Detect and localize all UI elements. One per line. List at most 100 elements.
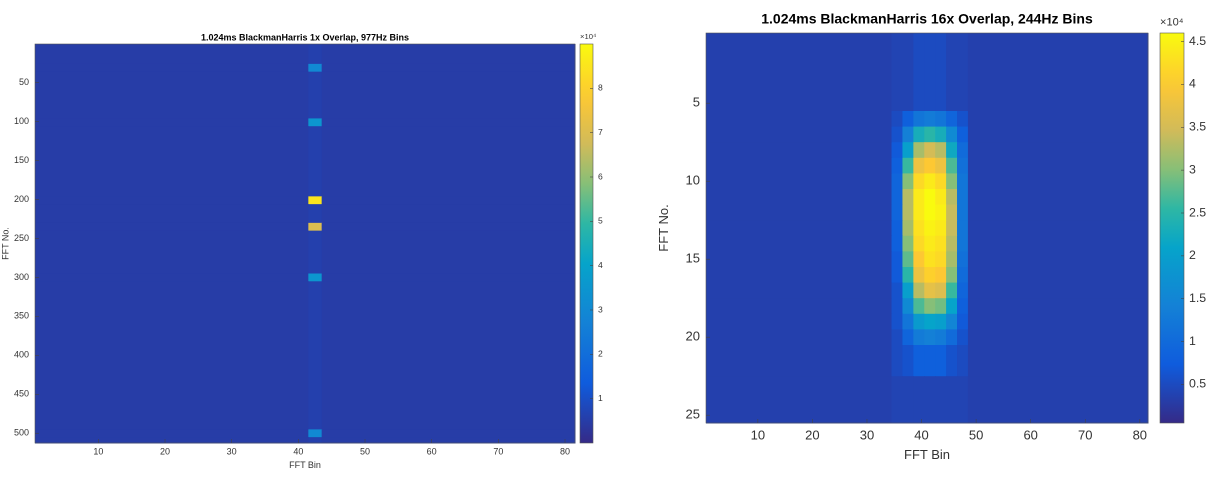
heatmap-cell xyxy=(946,157,958,174)
heatmap-cell xyxy=(891,376,903,424)
heatmap-cell xyxy=(935,251,947,268)
heatmap-cell xyxy=(946,189,958,206)
heatmap-cell xyxy=(321,118,576,127)
heatmap-cell xyxy=(935,235,947,252)
heatmap-cell xyxy=(902,235,914,252)
heatmap-cell xyxy=(706,220,893,237)
heatmap-cell xyxy=(935,298,947,315)
y-tick-label: 150 xyxy=(14,155,29,165)
heatmap-cell xyxy=(891,126,903,143)
heatmap-cell xyxy=(946,126,958,143)
x-axis-label: FFT Bin xyxy=(289,460,321,470)
heatmap-cell xyxy=(35,273,309,282)
heatmap-cell xyxy=(913,251,925,268)
heatmap-cell xyxy=(706,142,893,159)
y-tick-label: 500 xyxy=(14,428,29,438)
heatmap-cell xyxy=(913,142,925,159)
heatmap-cell xyxy=(321,230,576,275)
heatmap-cell xyxy=(902,126,914,143)
heatmap-cell xyxy=(935,220,947,237)
heatmap-cell xyxy=(946,329,958,346)
heatmap-cell xyxy=(913,298,925,315)
heatmap-cell xyxy=(924,376,936,424)
y-tick-label: 10 xyxy=(686,173,700,188)
heatmap-cell xyxy=(957,189,969,206)
y-tick-label: 350 xyxy=(14,311,29,321)
x-tick-label: 70 xyxy=(1078,427,1092,442)
heatmap-cell xyxy=(967,298,1149,315)
chart-title: 1.024ms BlackmanHarris 1x Overlap, 977Hz… xyxy=(201,32,409,42)
heatmap-cell xyxy=(924,267,936,284)
y-tick-label: 250 xyxy=(14,233,29,243)
heatmap-cell xyxy=(913,313,925,330)
heatmap-cell xyxy=(321,204,576,224)
heatmap-cell xyxy=(967,157,1149,174)
heatmap-cell xyxy=(913,345,925,377)
heatmap-cell xyxy=(35,281,309,430)
heatmap-cell xyxy=(957,157,969,174)
heatmap-cell xyxy=(913,235,925,252)
heatmap-cell xyxy=(946,267,958,284)
heatmap-cell xyxy=(891,173,903,190)
colorbar xyxy=(579,43,594,444)
heatmap-cell xyxy=(957,204,969,221)
heatmap-cell xyxy=(935,313,947,330)
heatmap-cell xyxy=(967,173,1149,190)
x-tick-label: 50 xyxy=(360,446,370,456)
heatmap-cell xyxy=(946,33,958,112)
heatmap-cell xyxy=(967,142,1149,159)
colorbar-tick-label: 4 xyxy=(1189,77,1196,91)
heatmap-cell xyxy=(967,329,1149,346)
heatmap-cell xyxy=(957,235,969,252)
x-tick-label: 10 xyxy=(751,427,765,442)
heatmap-cell xyxy=(935,345,947,377)
heatmap-cell xyxy=(891,345,903,377)
heatmap-cell xyxy=(321,196,576,205)
heatmap-cell xyxy=(946,251,958,268)
heatmap-cell xyxy=(321,281,576,430)
chart-title: 1.024ms BlackmanHarris 16x Overlap, 244H… xyxy=(761,11,1093,27)
heatmap-cell xyxy=(946,142,958,159)
y-axis-label: FFT No. xyxy=(1,227,11,260)
heatmap-cell xyxy=(35,222,309,232)
heatmap-cell xyxy=(891,142,903,159)
heatmap-cell xyxy=(946,220,958,237)
heatmap-cell xyxy=(967,33,1149,112)
heatmap-cell xyxy=(706,111,893,128)
heatmap-cell xyxy=(891,329,903,346)
heatmap-cell xyxy=(924,329,936,346)
colorbar-exponent: ×10⁴ xyxy=(580,32,596,41)
heatmap-cell xyxy=(913,126,925,143)
heatmap-cell xyxy=(957,126,969,143)
heatmap-cell xyxy=(935,173,947,190)
heatmap-cell xyxy=(935,282,947,299)
heatmap-cell xyxy=(967,111,1149,128)
x-axis-label: FFT Bin xyxy=(904,447,950,462)
heatmap-cell xyxy=(308,71,323,119)
heatmap-cell xyxy=(913,329,925,346)
heatmap-cell xyxy=(308,63,323,73)
heatmap-cell xyxy=(946,313,958,330)
x-tick-label: 60 xyxy=(427,446,437,456)
x-tick-label: 30 xyxy=(227,446,237,456)
y-tick-label: 25 xyxy=(686,407,700,422)
heatmap-cell xyxy=(35,429,309,438)
heatmap-cell xyxy=(902,345,914,377)
heatmap-cell xyxy=(706,282,893,299)
heatmap-cell xyxy=(946,173,958,190)
heatmap-cell xyxy=(308,196,323,205)
heatmap-cell xyxy=(902,33,914,112)
heatmap-cell xyxy=(924,251,936,268)
heatmap-cell xyxy=(891,33,903,112)
heatmap-cell xyxy=(891,235,903,252)
heatmap-cell xyxy=(706,204,893,221)
heatmap-cell xyxy=(935,142,947,159)
heatmap-cell xyxy=(902,142,914,159)
y-tick-label: 5 xyxy=(693,95,700,110)
heatmap-cell xyxy=(967,313,1149,330)
x-tick-label: 60 xyxy=(1023,427,1037,442)
heatmap-cell xyxy=(902,313,914,330)
heatmap-cell xyxy=(308,429,323,438)
heatmap-cell xyxy=(967,376,1149,424)
